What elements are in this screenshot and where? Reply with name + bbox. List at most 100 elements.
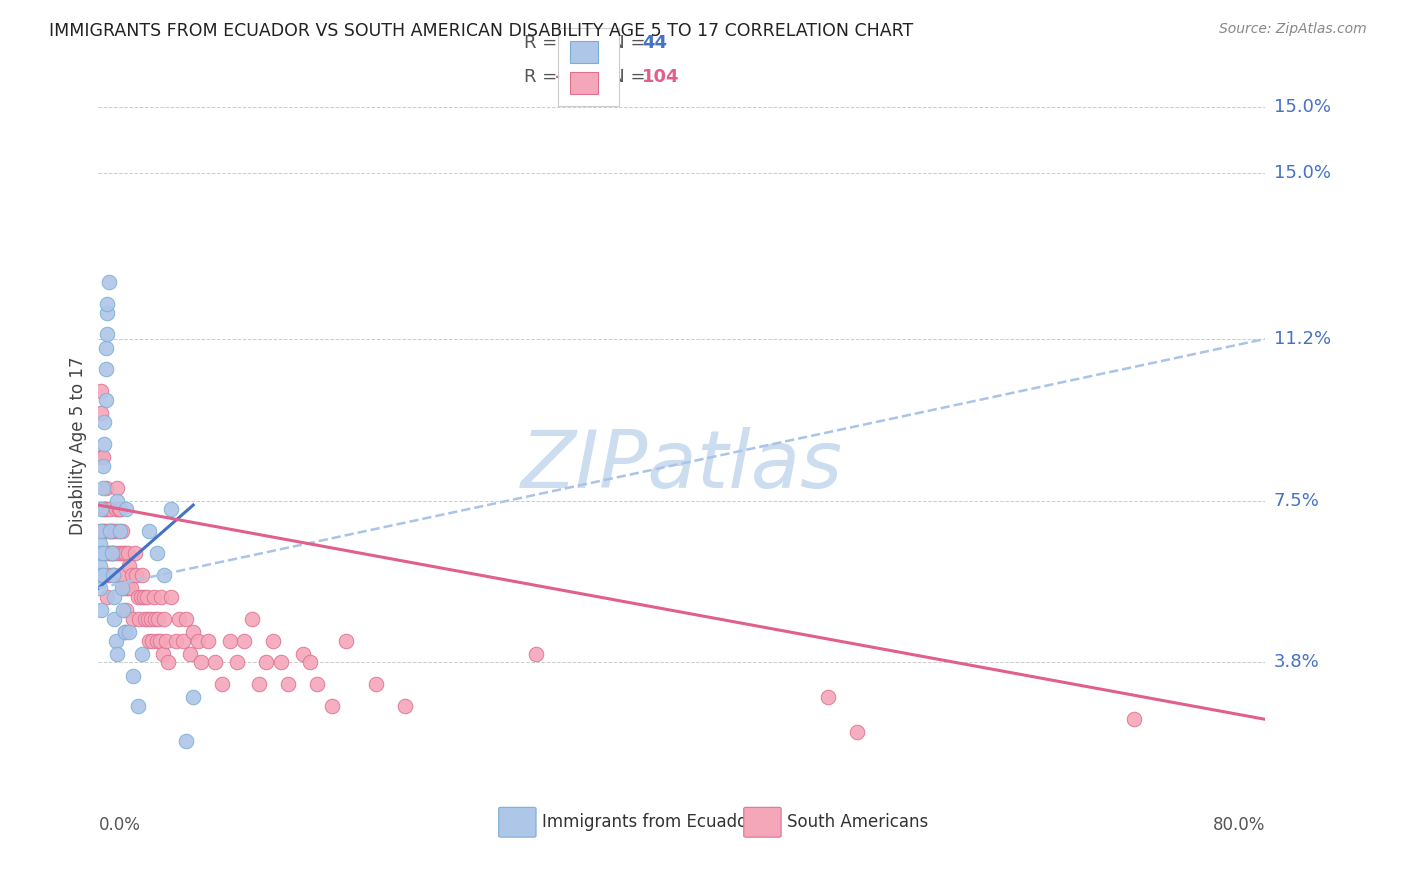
Point <box>153 568 176 582</box>
Point <box>89 559 111 574</box>
Point <box>124 546 146 560</box>
Point <box>111 581 134 595</box>
Point <box>181 690 204 705</box>
Text: Immigrants from Ecuador: Immigrants from Ecuador <box>541 814 754 831</box>
Text: 7.5%: 7.5% <box>1274 491 1320 509</box>
Point <box>115 603 138 617</box>
Point <box>291 647 314 661</box>
Point <box>93 502 115 516</box>
Point <box>149 633 172 648</box>
Point <box>110 524 132 539</box>
Point <box>94 481 117 495</box>
Point <box>148 612 170 626</box>
Point <box>118 559 141 574</box>
Point <box>110 546 132 560</box>
Point <box>94 502 117 516</box>
Point <box>90 384 112 399</box>
Point <box>204 656 226 670</box>
Point <box>262 633 284 648</box>
Point <box>160 502 183 516</box>
Point <box>277 677 299 691</box>
Text: N =: N = <box>595 34 651 52</box>
Text: N =: N = <box>595 68 651 86</box>
Point <box>197 633 219 648</box>
Point <box>96 546 118 560</box>
FancyBboxPatch shape <box>744 807 782 838</box>
Point <box>104 502 127 516</box>
Text: 44: 44 <box>643 34 668 52</box>
Point <box>101 546 124 560</box>
Point <box>247 677 270 691</box>
Point <box>89 537 111 551</box>
Point <box>153 612 176 626</box>
Point <box>89 524 111 539</box>
Point <box>111 568 134 582</box>
Point <box>127 699 149 714</box>
Point <box>160 590 183 604</box>
Point <box>100 546 122 560</box>
Point <box>179 647 201 661</box>
Point <box>91 568 114 582</box>
Text: 15.0%: 15.0% <box>1274 98 1330 116</box>
Point <box>190 656 212 670</box>
Point <box>96 327 118 342</box>
Point <box>118 624 141 639</box>
Point <box>94 341 117 355</box>
Text: 104: 104 <box>643 68 679 86</box>
Point <box>364 677 387 691</box>
Point <box>104 524 127 539</box>
Text: IMMIGRANTS FROM ECUADOR VS SOUTH AMERICAN DISABILITY AGE 5 TO 17 CORRELATION CHA: IMMIGRANTS FROM ECUADOR VS SOUTH AMERICA… <box>49 22 914 40</box>
Point <box>181 624 204 639</box>
FancyBboxPatch shape <box>499 807 536 838</box>
Point <box>122 668 145 682</box>
Point <box>240 612 263 626</box>
Point <box>96 590 118 604</box>
Point <box>103 568 125 582</box>
Point <box>846 725 869 739</box>
Text: -0.317: -0.317 <box>555 68 619 86</box>
Point <box>129 590 152 604</box>
Point <box>96 305 118 319</box>
Point <box>128 612 150 626</box>
Point <box>146 633 169 648</box>
Point <box>103 546 125 560</box>
Text: 0.148: 0.148 <box>560 34 616 52</box>
Point <box>91 524 114 539</box>
Point <box>100 546 122 560</box>
Point <box>98 502 121 516</box>
Point <box>111 524 134 539</box>
Point <box>142 590 165 604</box>
Point <box>141 633 163 648</box>
Point <box>108 502 131 516</box>
Point <box>146 546 169 560</box>
Point <box>117 546 139 560</box>
Point <box>103 590 125 604</box>
Y-axis label: Disability Age 5 to 17: Disability Age 5 to 17 <box>69 357 87 535</box>
Point <box>335 633 357 648</box>
Point <box>108 524 131 539</box>
Point <box>270 656 292 670</box>
Point <box>104 633 127 648</box>
Point <box>98 546 121 560</box>
Point <box>90 546 112 560</box>
Point <box>254 656 277 670</box>
Point <box>91 546 114 560</box>
Point <box>93 546 115 560</box>
Text: 0.0%: 0.0% <box>98 815 141 833</box>
Point <box>120 581 142 595</box>
Point <box>112 603 135 617</box>
Point <box>105 647 128 661</box>
Point <box>103 612 125 626</box>
Point <box>157 656 180 670</box>
Point <box>174 612 197 626</box>
Point <box>139 612 162 626</box>
Point <box>524 647 547 661</box>
Text: Source: ZipAtlas.com: Source: ZipAtlas.com <box>1219 22 1367 37</box>
Point <box>131 568 153 582</box>
Point <box>93 524 115 539</box>
Point <box>97 546 120 560</box>
Point <box>131 647 153 661</box>
Point <box>307 677 329 691</box>
Point <box>94 524 117 539</box>
Point <box>152 647 174 661</box>
